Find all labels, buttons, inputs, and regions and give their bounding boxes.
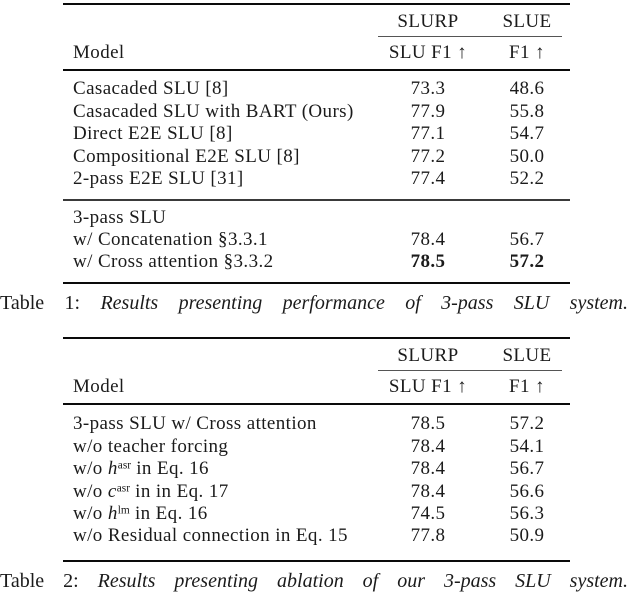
table-row: w/ Concatenation §3.3.1 78.4 56.7 bbox=[63, 229, 570, 251]
table-row: w/o hasr in Eq. 16 78.4 56.7 bbox=[63, 458, 570, 480]
table-1-column-header-model: Model bbox=[73, 42, 125, 64]
table-2-header-rule bbox=[63, 403, 570, 406]
cell-slurp-f1-value: 78.4 bbox=[410, 458, 446, 480]
table-2-cmidrule-group: SLURP SLUE bbox=[378, 345, 562, 372]
table-1-column-header-row: Model SLU F1 ↑ F1 ↑ bbox=[63, 37, 570, 69]
cell-model-label: w/ Concatenation §3.3.1 bbox=[73, 229, 268, 251]
table-2: SLURP SLUE Model SLU F1 ↑ F1 ↑ 3-pass SL… bbox=[63, 336, 570, 562]
cell-slurp-f1-value: 77.1 bbox=[410, 123, 446, 145]
table-row: w/o teacher forcing 78.4 54.1 bbox=[63, 436, 570, 458]
table-row: Casacaded SLU [8] 73.3 48.6 bbox=[63, 78, 570, 100]
table-1-column-group-slue: SLUE bbox=[502, 11, 552, 33]
cell-slue-f1-value: 48.6 bbox=[509, 78, 545, 100]
table-2-column-header-f1: F1 ↑ bbox=[509, 376, 545, 398]
cell-slue-f1-value: 56.7 bbox=[509, 229, 545, 251]
table-2-caption: Table 2: Results presenting ablation of … bbox=[0, 569, 628, 594]
cell-slue-f1-value: 55.8 bbox=[509, 100, 545, 122]
cell-slue-f1-value: 50.9 bbox=[509, 525, 545, 547]
table-1-caption-text: Results presenting performance of 3-pass… bbox=[100, 291, 628, 314]
table-1-column-group-slurp: SLURP bbox=[397, 11, 459, 33]
table-row: Compositional E2E SLU [8] 77.2 50.0 bbox=[63, 146, 570, 168]
cell-model-label: Compositional E2E SLU [8] bbox=[73, 145, 300, 167]
cell-slue-f1-value: 57.2 bbox=[509, 413, 545, 435]
cell-slue-f1-value: 52.2 bbox=[509, 167, 545, 189]
cell-slurp-f1-value: 77.8 bbox=[410, 525, 446, 547]
cell-slurp-f1-value: 78.4 bbox=[410, 435, 446, 457]
cell-slue-f1-value: 56.7 bbox=[509, 458, 545, 480]
table-row: Casacaded SLU with BART (Ours) 77.9 55.8 bbox=[63, 101, 570, 123]
table-2-caption-text: Results presenting ablation of our 3-pas… bbox=[97, 569, 628, 592]
table-row: w/o Residual connection in Eq. 15 77.8 50.… bbox=[63, 525, 570, 547]
table-row: Direct E2E SLU [8] 77.1 54.7 bbox=[63, 123, 570, 145]
cell-slurp-f1-value: 78.4 bbox=[410, 229, 446, 251]
table-1-section-3pass: 3-pass SLU w/ Concatenation §3.3.1 78.4 56.… bbox=[63, 201, 570, 282]
cell-slue-f1-value: 54.7 bbox=[509, 123, 545, 145]
table-1-cmidrule-group: SLURP SLUE bbox=[378, 11, 562, 38]
cell-model-label: w/ Cross attention §3.3.2 bbox=[73, 251, 274, 273]
math-superscript: asr bbox=[116, 482, 130, 495]
math-variable: h bbox=[107, 502, 118, 524]
cell-slurp-f1-value: 77.9 bbox=[410, 100, 446, 122]
cell-slurp-f1-value: 73.3 bbox=[410, 78, 446, 100]
table-2-bottom-rule bbox=[63, 559, 570, 562]
table-2-column-group-slurp: SLURP bbox=[397, 345, 459, 367]
cell-slurp-f1-value: 77.2 bbox=[410, 145, 446, 167]
cell-model-label: w/o hlm in Eq. 16 bbox=[73, 502, 208, 524]
table-2-block: SLURP SLUE Model SLU F1 ↑ F1 ↑ 3-pass SL… bbox=[0, 336, 628, 594]
table-2-top-rule bbox=[63, 336, 570, 340]
table-1-bottom-rule bbox=[63, 281, 570, 284]
table-1-section-baselines: Casacaded SLU [8] 73.3 48.6 Casacaded SLU w… bbox=[63, 71, 570, 199]
table-1-header-rule bbox=[63, 69, 570, 72]
table-1-column-header-f1: F1 ↑ bbox=[509, 42, 545, 64]
math-variable: c bbox=[107, 480, 117, 502]
table-row: w/o hlm in Eq. 16 74.5 56.3 bbox=[63, 503, 570, 525]
table-1-group-header-row: SLURP SLUE bbox=[63, 5, 570, 38]
table-1-top-rule bbox=[63, 3, 570, 6]
table-2-column-header-slu-f1: SLU F1 ↑ bbox=[388, 376, 468, 398]
math-superscript: asr bbox=[117, 459, 132, 472]
table-1-column-header-slu-f1: SLU F1 ↑ bbox=[388, 42, 468, 64]
cell-model-label: w/o hasr in Eq. 16 bbox=[73, 458, 209, 480]
cell-model-label: Casacaded SLU with BART (Ours) bbox=[73, 100, 354, 122]
cell-model-label: 3-pass SLU bbox=[73, 206, 167, 228]
cell-model-label: w/o teacher forcing bbox=[73, 435, 229, 457]
math-variable: h bbox=[107, 458, 118, 480]
table-1: SLURP SLUE Model SLU F1 ↑ F1 ↑ Casacaded… bbox=[63, 3, 570, 284]
table-1-mid-rule bbox=[63, 199, 570, 201]
cell-slurp-f1-value: 78.5 bbox=[410, 413, 446, 435]
table-2-column-group-slue: SLUE bbox=[502, 345, 552, 367]
cell-model-label: Casacaded SLU [8] bbox=[73, 78, 229, 100]
cell-model-label: 2-pass E2E SLU [31] bbox=[73, 167, 244, 189]
cell-model-label: Direct E2E SLU [8] bbox=[73, 123, 233, 145]
table-row: w/ Cross attention §3.3.2 78.5 57.2 bbox=[63, 251, 570, 273]
cell-model-label: 3-pass SLU w/ Cross attention bbox=[73, 413, 317, 435]
table-1-caption: Table 1: Results presenting performance … bbox=[0, 291, 628, 316]
cell-slue-f1-value: 56.6 bbox=[509, 480, 545, 502]
table-2-column-header-model: Model bbox=[73, 376, 125, 398]
cell-slue-f1-value: 54.1 bbox=[509, 435, 545, 457]
table-row: w/o casr in in Eq. 17 78.4 56.6 bbox=[63, 481, 570, 503]
table-row: 3-pass SLU w/ Cross attention 78.5 57.2 bbox=[63, 413, 570, 435]
table-row: 2-pass E2E SLU [31] 77.4 52.2 bbox=[63, 168, 570, 190]
cell-slurp-f1-value: 78.4 bbox=[410, 480, 446, 502]
table-1-caption-label: Table 1: bbox=[0, 291, 81, 314]
table-2-caption-label: Table 2: bbox=[0, 569, 79, 592]
cell-slurp-f1-value: 78.5 bbox=[410, 251, 446, 273]
table-2-section-ablations: 3-pass SLU w/ Cross attention 78.5 57.2 w/o… bbox=[63, 405, 570, 559]
cell-slurp-f1-value: 74.5 bbox=[410, 502, 446, 524]
table-2-group-header-row: SLURP SLUE bbox=[63, 339, 570, 372]
cell-slurp-f1-value: 77.4 bbox=[410, 167, 446, 189]
cell-model-label: w/o Residual connection in Eq. 15 bbox=[73, 525, 348, 547]
cell-slue-f1-value: 57.2 bbox=[509, 251, 545, 273]
cell-slue-f1-value: 50.0 bbox=[509, 145, 545, 167]
table-2-column-header-row: Model SLU F1 ↑ F1 ↑ bbox=[63, 371, 570, 403]
cell-model-label: w/o casr in in Eq. 17 bbox=[73, 480, 229, 502]
cell-slue-f1-value: 56.3 bbox=[509, 502, 545, 524]
math-superscript: lm bbox=[117, 504, 130, 517]
table-1-block: SLURP SLUE Model SLU F1 ↑ F1 ↑ Casacaded… bbox=[0, 3, 628, 316]
table-row: 3-pass SLU bbox=[63, 207, 570, 229]
